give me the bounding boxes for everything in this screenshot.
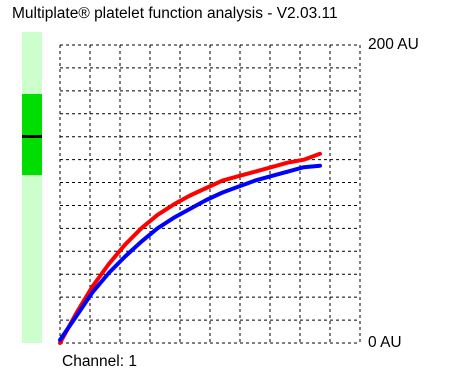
series-line-2 bbox=[58, 163, 322, 342]
y-tick-label-top: 200 AU bbox=[368, 36, 419, 53]
chart-grid bbox=[59, 44, 361, 344]
level-indicator-marker bbox=[22, 134, 42, 138]
series-line-1 bbox=[58, 151, 322, 345]
chart-series-group bbox=[58, 151, 322, 345]
aggregation-chart bbox=[58, 44, 361, 345]
level-indicator-fill bbox=[22, 94, 42, 176]
level-indicator-track bbox=[22, 32, 42, 343]
channel-label: Channel: 1 bbox=[62, 353, 137, 370]
window-title: Multiplate® platelet function analysis -… bbox=[12, 5, 338, 22]
y-tick-label-bottom: 0 AU bbox=[368, 334, 402, 351]
